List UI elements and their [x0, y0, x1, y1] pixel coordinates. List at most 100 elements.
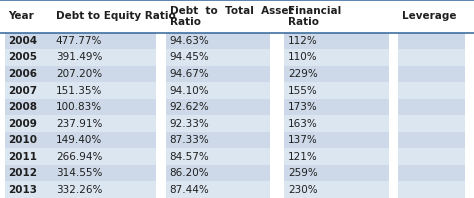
Bar	[5, 82, 52, 99]
Bar	[284, 181, 389, 198]
Bar	[284, 99, 389, 115]
Bar	[398, 165, 465, 181]
Bar	[398, 33, 465, 49]
Text: 2006: 2006	[9, 69, 37, 79]
Bar	[5, 148, 52, 165]
Text: 151.35%: 151.35%	[56, 86, 102, 96]
Bar	[166, 132, 270, 148]
Bar	[166, 66, 270, 82]
Bar	[166, 82, 270, 99]
Bar	[166, 0, 270, 33]
Bar	[166, 115, 270, 132]
Bar	[284, 148, 389, 165]
Bar	[284, 115, 389, 132]
Text: Debt to Equity Ratio: Debt to Equity Ratio	[56, 11, 176, 21]
Text: 2005: 2005	[9, 52, 37, 63]
Bar	[5, 165, 52, 181]
Bar	[398, 66, 465, 82]
Text: Year: Year	[9, 11, 34, 21]
Text: 229%: 229%	[288, 69, 318, 79]
Bar	[166, 165, 270, 181]
Bar	[398, 148, 465, 165]
Text: 2007: 2007	[9, 86, 37, 96]
Bar	[52, 148, 156, 165]
Text: 207.20%: 207.20%	[56, 69, 102, 79]
Bar	[52, 99, 156, 115]
Bar	[5, 0, 52, 33]
Text: 2004: 2004	[9, 36, 37, 46]
Bar	[52, 82, 156, 99]
Bar	[166, 49, 270, 66]
Text: 230%: 230%	[288, 185, 318, 195]
Bar	[52, 49, 156, 66]
Bar	[166, 148, 270, 165]
Text: 477.77%: 477.77%	[56, 36, 102, 46]
Bar	[284, 82, 389, 99]
Bar	[5, 115, 52, 132]
Text: 149.40%: 149.40%	[56, 135, 102, 145]
Text: 87.44%: 87.44%	[170, 185, 210, 195]
Text: 314.55%: 314.55%	[56, 168, 102, 178]
Text: 92.62%: 92.62%	[170, 102, 210, 112]
Text: 155%: 155%	[288, 86, 318, 96]
Bar	[52, 33, 156, 49]
Bar	[52, 66, 156, 82]
Text: 259%: 259%	[288, 168, 318, 178]
Bar	[5, 132, 52, 148]
Text: 84.57%: 84.57%	[170, 152, 210, 162]
Bar	[398, 99, 465, 115]
Text: 94.67%: 94.67%	[170, 69, 210, 79]
Text: Debt  to  Total  Asset
Ratio: Debt to Total Asset Ratio	[170, 6, 293, 27]
Bar	[5, 99, 52, 115]
Text: 94.63%: 94.63%	[170, 36, 210, 46]
Text: 112%: 112%	[288, 36, 318, 46]
Text: 163%: 163%	[288, 119, 318, 129]
Bar	[398, 181, 465, 198]
Bar	[5, 49, 52, 66]
Text: Leverage: Leverage	[402, 11, 456, 21]
Bar	[166, 99, 270, 115]
Bar	[284, 132, 389, 148]
Bar	[52, 115, 156, 132]
Text: 2013: 2013	[9, 185, 37, 195]
Text: 2009: 2009	[9, 119, 37, 129]
Text: 2012: 2012	[9, 168, 37, 178]
Text: 2010: 2010	[9, 135, 37, 145]
Text: 92.33%: 92.33%	[170, 119, 210, 129]
Text: Financial
Ratio: Financial Ratio	[288, 6, 341, 27]
Text: 86.20%: 86.20%	[170, 168, 210, 178]
Text: 110%: 110%	[288, 52, 318, 63]
Bar	[5, 181, 52, 198]
Text: 87.33%: 87.33%	[170, 135, 210, 145]
Text: 391.49%: 391.49%	[56, 52, 102, 63]
Text: 237.91%: 237.91%	[56, 119, 102, 129]
Text: 173%: 173%	[288, 102, 318, 112]
Bar	[52, 181, 156, 198]
Text: 94.10%: 94.10%	[170, 86, 210, 96]
Bar	[5, 33, 52, 49]
Text: 94.45%: 94.45%	[170, 52, 210, 63]
Bar	[284, 49, 389, 66]
Bar	[5, 66, 52, 82]
Bar	[284, 33, 389, 49]
Bar	[52, 132, 156, 148]
Bar	[284, 66, 389, 82]
Bar	[398, 82, 465, 99]
Text: 2011: 2011	[9, 152, 37, 162]
Bar	[398, 0, 465, 33]
Bar	[398, 115, 465, 132]
Text: 332.26%: 332.26%	[56, 185, 102, 195]
Bar	[284, 0, 389, 33]
Bar	[166, 181, 270, 198]
Bar	[398, 132, 465, 148]
Text: 121%: 121%	[288, 152, 318, 162]
Bar	[52, 0, 156, 33]
Bar	[166, 33, 270, 49]
Text: 266.94%: 266.94%	[56, 152, 102, 162]
Text: 100.83%: 100.83%	[56, 102, 102, 112]
Bar	[52, 165, 156, 181]
Text: 2008: 2008	[9, 102, 37, 112]
Bar	[284, 165, 389, 181]
Bar	[398, 49, 465, 66]
Text: 137%: 137%	[288, 135, 318, 145]
